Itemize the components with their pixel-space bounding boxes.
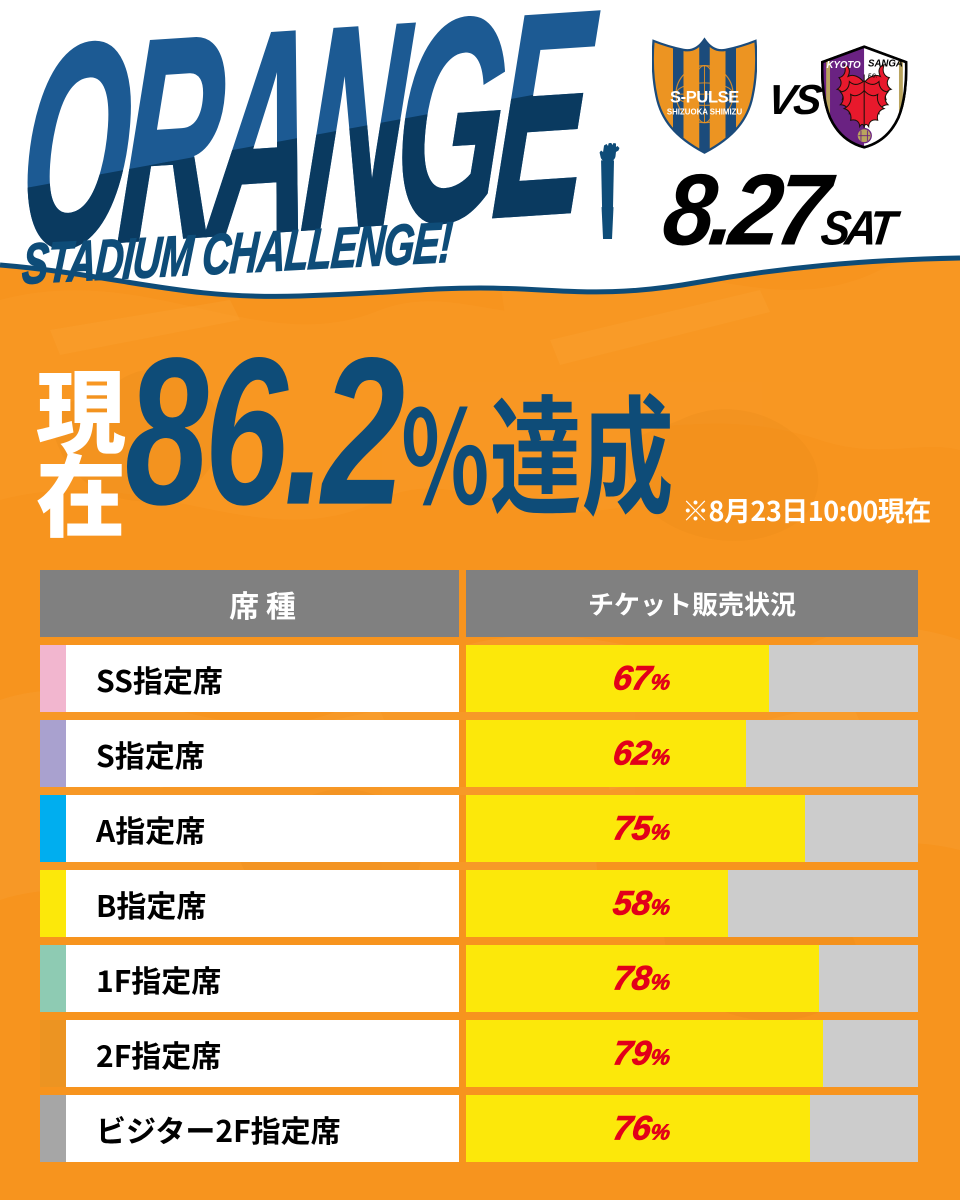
svg-text:S-PULSE: S-PULSE — [670, 88, 739, 106]
svg-text:SHIZUOKA SHIMIZU: SHIZUOKA SHIMIZU — [667, 107, 743, 116]
svg-text:F.C.: F.C. — [868, 74, 877, 80]
svg-text:KYOTO: KYOTO — [826, 60, 861, 71]
svg-text:SANGA: SANGA — [868, 59, 903, 70]
